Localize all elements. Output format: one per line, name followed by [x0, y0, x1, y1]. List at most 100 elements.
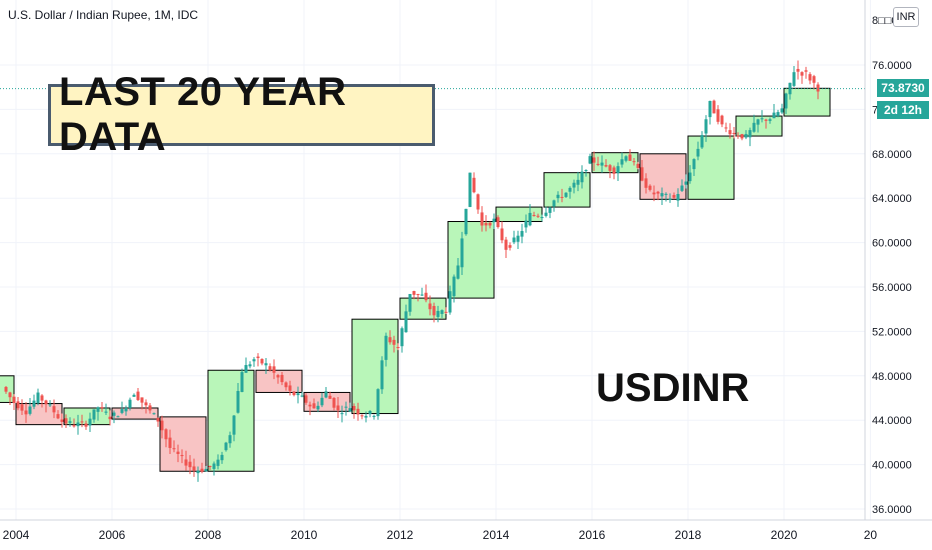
candle-body: [800, 72, 804, 76]
candle-body: [268, 366, 272, 371]
candle-body: [84, 423, 88, 427]
price-tick-label: 56.0000: [872, 282, 912, 294]
time-tick-label: 2012: [387, 528, 414, 542]
candle-body: [380, 360, 384, 390]
bar-countdown-tag: 2d 12h: [877, 101, 929, 119]
candle-body: [128, 399, 132, 408]
candle-body: [608, 165, 612, 171]
candle-body: [256, 356, 260, 359]
candle-body: [200, 468, 204, 472]
candle-body: [136, 391, 140, 401]
candle-body: [152, 413, 156, 415]
candle-body: [216, 459, 220, 466]
year-box: [735, 115, 783, 137]
candle-body: [472, 177, 476, 193]
candle-body: [344, 406, 348, 408]
candle-body: [672, 195, 676, 198]
candle-body: [512, 237, 516, 243]
candle-body: [676, 194, 680, 201]
candle-body: [704, 119, 708, 134]
candle-body: [260, 358, 264, 364]
candle-body: [636, 163, 640, 168]
candle-body: [236, 390, 240, 413]
candle-body: [188, 461, 192, 468]
candle-body: [804, 70, 808, 72]
candle-body: [736, 135, 740, 137]
candle-body: [756, 119, 760, 125]
time-tick-label: 2004: [3, 528, 30, 542]
candle-body: [36, 392, 40, 404]
candle-body: [716, 109, 720, 122]
candle-body: [600, 162, 604, 166]
price-axis[interactable]: 36.0000 40.0000 44.0000 48.0000 52.0000 56.00…: [864, 0, 912, 520]
candle-body: [516, 235, 520, 242]
candle-body: [172, 448, 176, 450]
candle-body: [448, 291, 452, 313]
candle-body: [320, 397, 324, 406]
candle-body: [296, 393, 300, 396]
candle-body: [660, 193, 664, 197]
candle-body: [192, 466, 196, 471]
candle-body: [580, 171, 584, 183]
candle-body: [532, 215, 536, 217]
candle-body: [368, 410, 372, 415]
price-tick-label: 60.0000: [872, 238, 912, 250]
candle-body: [156, 417, 160, 422]
candle-body: [376, 389, 380, 417]
candle-body: [224, 442, 228, 451]
candle-body: [100, 407, 104, 409]
price-tick-label: 64.0000: [872, 193, 912, 205]
candle-body: [752, 122, 756, 132]
candle-body: [488, 222, 492, 226]
time-tick-label: 2006: [99, 528, 126, 542]
year-box: [639, 153, 687, 200]
candle-body: [548, 207, 552, 213]
time-tick-label: 20: [864, 528, 878, 542]
candle-body: [64, 418, 68, 424]
candle-body: [648, 185, 652, 190]
time-tick-label: 2018: [675, 528, 702, 542]
candle-body: [108, 416, 112, 420]
candle-body: [460, 238, 464, 268]
candle-body: [288, 385, 292, 391]
candle-body: [316, 405, 320, 410]
candle-body: [684, 181, 688, 185]
time-tick-label: 2014: [483, 528, 510, 542]
candle-body: [596, 163, 600, 165]
candle-body: [372, 415, 376, 417]
candle-body: [16, 401, 20, 409]
price-tick-label: 52.0000: [872, 326, 912, 338]
time-axis[interactable]: 2004 2006 2008 2010 2012 2014 2016 2018 2020 20: [0, 519, 932, 542]
symbol-annotation[interactable]: USDINR: [596, 366, 750, 410]
candle-body: [480, 212, 484, 226]
candle-body: [308, 404, 312, 407]
candle-body: [492, 218, 496, 223]
candle-body: [588, 156, 592, 164]
candle-body: [584, 170, 588, 172]
candle-body: [20, 404, 24, 411]
time-tick-label: 2010: [291, 528, 318, 542]
candle-body: [528, 212, 532, 226]
candle-body: [416, 294, 420, 296]
price-tick-label: 40.0000: [872, 460, 912, 472]
candle-body: [272, 366, 276, 373]
price-tick-label: 36.0000: [872, 504, 912, 516]
candle-body: [632, 161, 636, 163]
candle-body: [708, 100, 712, 118]
candle-body: [204, 468, 208, 472]
currency-badge[interactable]: INR: [893, 7, 919, 27]
candle-body: [312, 403, 316, 409]
candle-body: [780, 108, 784, 113]
candle-body: [264, 363, 268, 366]
candle-body: [456, 265, 460, 279]
candle-body: [764, 119, 768, 121]
banner-annotation[interactable]: LAST 20 YEAR DATA: [48, 70, 435, 159]
candle-body: [4, 386, 8, 392]
candle-body: [408, 293, 412, 312]
candle-body: [212, 463, 216, 469]
candle-body: [592, 157, 596, 163]
year-box: [159, 416, 207, 472]
candle-body: [168, 437, 172, 448]
candle-body: [184, 459, 188, 466]
